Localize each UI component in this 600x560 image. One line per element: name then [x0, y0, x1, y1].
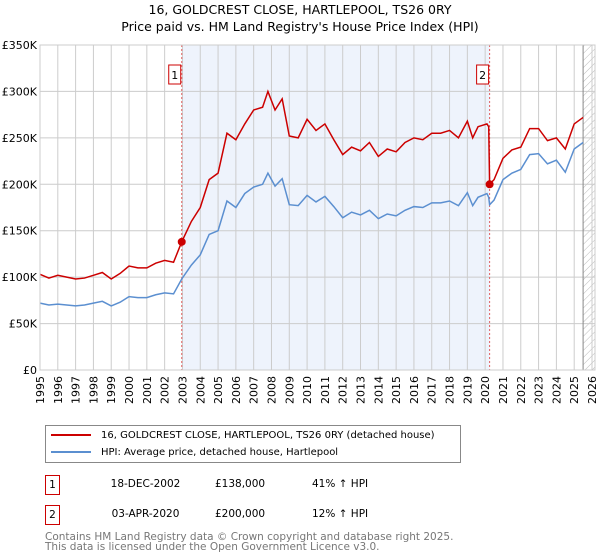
- y-tick-label: £0: [23, 364, 37, 377]
- x-tick-label: 1999: [105, 376, 118, 404]
- y-tick-label: £200K: [2, 178, 38, 191]
- x-tick-label: 1995: [34, 376, 47, 404]
- x-tick-label: 2005: [212, 376, 225, 404]
- x-tick-label: 2024: [550, 376, 563, 404]
- hatched-future-region: [583, 45, 595, 370]
- x-tick-label: 2017: [426, 376, 439, 404]
- x-tick-label: 2003: [176, 376, 189, 404]
- sale-price: £200,000: [215, 508, 266, 520]
- x-tick-label: 2016: [408, 376, 421, 404]
- table-row: 1 18-DEC-2002 £138,000 41% ↑ HPI: [45, 475, 445, 495]
- sale-hpi-diff: 12% ↑ HPI: [312, 508, 369, 520]
- legend-swatch-property: [51, 434, 91, 436]
- shaded-ownership-period: [181, 45, 490, 370]
- sale-hpi-diff: 41% ↑ HPI: [312, 478, 369, 490]
- sale-marker-badge: 1: [45, 475, 60, 495]
- chart-title: 16, GOLDCREST CLOSE, HARTLEPOOL, TS26 0R…: [148, 2, 452, 17]
- y-tick-label: £300K: [2, 85, 38, 98]
- x-tick-label: 2006: [230, 376, 243, 404]
- x-tick-label: 2025: [568, 376, 581, 404]
- x-tick-label: 2012: [337, 376, 350, 404]
- x-tick-label: 2020: [479, 376, 492, 404]
- legend-label-property: 16, GOLDCREST CLOSE, HARTLEPOOL, TS26 0R…: [101, 429, 435, 441]
- y-tick-label: £100K: [2, 271, 38, 284]
- sale-date: 18-DEC-2002: [110, 478, 181, 490]
- table-row: 2 03-APR-2020 £200,000 12% ↑ HPI: [45, 505, 445, 525]
- y-tick-label: £350K: [2, 39, 38, 52]
- sale-point: [177, 237, 186, 246]
- x-tick-label: 2013: [355, 376, 368, 404]
- series-line: [39, 141, 584, 307]
- sale-marker-box: [476, 64, 490, 85]
- x-tick-label: 2015: [390, 376, 403, 404]
- x-tick-label: 1997: [70, 376, 83, 404]
- footer-copyright: Contains HM Land Registry data © Crown c…: [45, 531, 454, 543]
- x-tick-label: 1998: [87, 376, 100, 404]
- x-tick-label: 2002: [159, 376, 172, 404]
- y-tick-label: £50K: [9, 318, 38, 331]
- chart-subtitle: Price paid vs. HM Land Registry's House …: [121, 19, 479, 34]
- sale-marker-badge: 2: [45, 505, 60, 525]
- x-tick-label: 2010: [301, 376, 314, 404]
- x-tick-label: 2004: [194, 376, 207, 404]
- legend: 16, GOLDCREST CLOSE, HARTLEPOOL, TS26 0R…: [45, 425, 461, 463]
- legend-swatch-hpi: [51, 451, 91, 453]
- x-tick-label: 2009: [283, 376, 296, 404]
- x-tick-label: 2000: [123, 376, 136, 404]
- sale-price: £138,000: [215, 478, 266, 490]
- x-tick-label: 2026: [586, 376, 599, 404]
- y-tick-label: £150K: [2, 225, 38, 238]
- x-tick-label: 2001: [141, 376, 154, 404]
- x-tick-label: 2022: [515, 376, 528, 404]
- sale-date: 03-APR-2020: [111, 508, 180, 520]
- x-tick-label: 2008: [265, 376, 278, 404]
- price-chart: 1995 1996 1997 1998 1999 2000 2001 2002 2003 2004…: [2, 39, 599, 404]
- sale-marker-label: 2: [479, 69, 486, 82]
- legend-label-hpi: HPI: Average price, detached house, Hart…: [101, 446, 339, 458]
- x-tick-label: 2021: [497, 376, 510, 404]
- sale-marker-box: [168, 64, 182, 85]
- x-tick-label: 2018: [444, 376, 457, 404]
- x-tick-label: 2023: [533, 376, 546, 404]
- x-tick-label: 1996: [52, 376, 65, 404]
- footer-license: This data is licensed under the Open Gov…: [45, 541, 380, 553]
- sale-marker-label: 1: [171, 69, 178, 82]
- sale-point: [485, 180, 494, 189]
- plot-frame: [39, 44, 596, 371]
- y-tick-label: £250K: [2, 132, 38, 145]
- x-tick-label: 2007: [248, 376, 261, 404]
- x-tick-label: 2019: [461, 376, 474, 404]
- x-tick-label: 2011: [319, 376, 332, 404]
- x-tick-label: 2014: [372, 376, 385, 404]
